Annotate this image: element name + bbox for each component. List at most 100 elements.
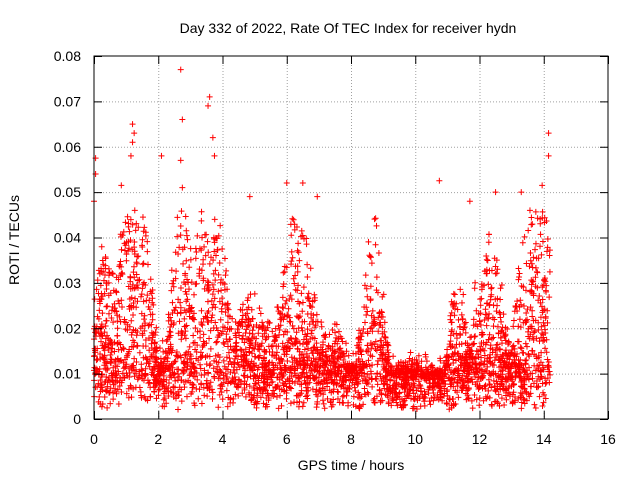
data-point bbox=[181, 351, 188, 358]
data-point bbox=[518, 345, 525, 352]
data-point bbox=[535, 255, 542, 262]
data-point bbox=[121, 316, 128, 323]
data-point bbox=[293, 329, 300, 336]
data-point bbox=[215, 271, 222, 278]
data-point bbox=[172, 275, 179, 282]
data-point bbox=[140, 260, 147, 267]
data-point bbox=[237, 321, 244, 328]
data-point bbox=[200, 331, 207, 338]
data-point bbox=[156, 380, 163, 387]
data-point bbox=[118, 389, 125, 396]
data-point bbox=[369, 383, 376, 390]
data-point bbox=[290, 275, 297, 282]
data-point bbox=[204, 314, 211, 321]
data-point bbox=[313, 391, 320, 398]
data-point bbox=[384, 357, 391, 364]
data-point bbox=[415, 378, 422, 385]
data-point bbox=[404, 381, 411, 388]
data-point bbox=[191, 369, 198, 376]
data-point bbox=[299, 327, 306, 334]
data-point bbox=[365, 238, 372, 245]
data-point bbox=[401, 377, 408, 384]
data-point bbox=[191, 368, 198, 375]
data-point bbox=[423, 366, 430, 373]
data-point bbox=[514, 307, 521, 314]
data-point bbox=[369, 353, 376, 360]
data-point bbox=[97, 388, 104, 395]
data-point bbox=[421, 375, 428, 382]
data-point bbox=[290, 341, 297, 348]
data-point bbox=[129, 281, 136, 288]
data-point bbox=[535, 352, 542, 359]
data-point bbox=[119, 232, 126, 239]
data-point bbox=[170, 371, 177, 378]
data-point bbox=[272, 384, 279, 391]
data-point bbox=[340, 362, 347, 369]
data-point bbox=[309, 372, 316, 379]
data-point bbox=[298, 324, 305, 331]
data-point bbox=[462, 319, 469, 326]
data-point bbox=[300, 370, 307, 377]
data-point bbox=[205, 384, 212, 391]
data-point bbox=[102, 339, 109, 346]
data-point bbox=[474, 323, 481, 330]
data-point bbox=[295, 240, 302, 247]
data-point bbox=[200, 315, 207, 322]
data-point bbox=[208, 386, 215, 393]
data-point bbox=[98, 382, 105, 389]
data-point bbox=[266, 369, 273, 376]
data-point bbox=[505, 338, 512, 345]
data-point bbox=[432, 367, 439, 374]
data-point bbox=[187, 256, 194, 263]
data-point bbox=[485, 239, 492, 246]
data-point bbox=[530, 329, 537, 336]
data-point bbox=[210, 301, 217, 308]
data-point bbox=[479, 374, 486, 381]
data-point bbox=[361, 282, 368, 289]
data-point bbox=[194, 232, 201, 239]
data-point bbox=[216, 371, 223, 378]
data-point bbox=[237, 346, 244, 353]
data-point bbox=[522, 357, 529, 364]
data-point bbox=[505, 384, 512, 391]
data-point bbox=[546, 252, 553, 259]
data-point bbox=[166, 328, 173, 335]
data-point bbox=[313, 340, 320, 347]
x-tick-label: 0 bbox=[90, 431, 98, 447]
data-point bbox=[130, 364, 137, 371]
data-point bbox=[378, 390, 385, 397]
data-point bbox=[221, 363, 228, 370]
data-point bbox=[450, 401, 457, 408]
data-point bbox=[211, 239, 218, 246]
data-point bbox=[92, 329, 99, 336]
data-point bbox=[126, 323, 133, 330]
data-point bbox=[120, 345, 127, 352]
data-point bbox=[447, 383, 454, 390]
data-point bbox=[216, 391, 223, 398]
data-point bbox=[194, 376, 201, 383]
data-point bbox=[454, 383, 461, 390]
data-point bbox=[148, 344, 155, 351]
data-point bbox=[160, 396, 167, 403]
data-point bbox=[545, 364, 552, 371]
data-point bbox=[256, 323, 263, 330]
data-point bbox=[273, 394, 280, 401]
data-point bbox=[117, 358, 124, 365]
data-point bbox=[299, 341, 306, 348]
data-point bbox=[165, 385, 172, 392]
data-point bbox=[97, 377, 104, 384]
data-point bbox=[495, 391, 502, 398]
data-point bbox=[399, 404, 406, 411]
data-point bbox=[522, 287, 529, 294]
data-point bbox=[165, 311, 172, 318]
data-point bbox=[116, 263, 123, 270]
data-point bbox=[454, 389, 461, 396]
data-point bbox=[360, 325, 367, 332]
data-point bbox=[155, 371, 162, 378]
data-point bbox=[536, 393, 543, 400]
data-point bbox=[117, 341, 124, 348]
data-point bbox=[368, 370, 375, 377]
data-point bbox=[543, 336, 550, 343]
data-point bbox=[103, 303, 110, 310]
data-point bbox=[498, 327, 505, 334]
